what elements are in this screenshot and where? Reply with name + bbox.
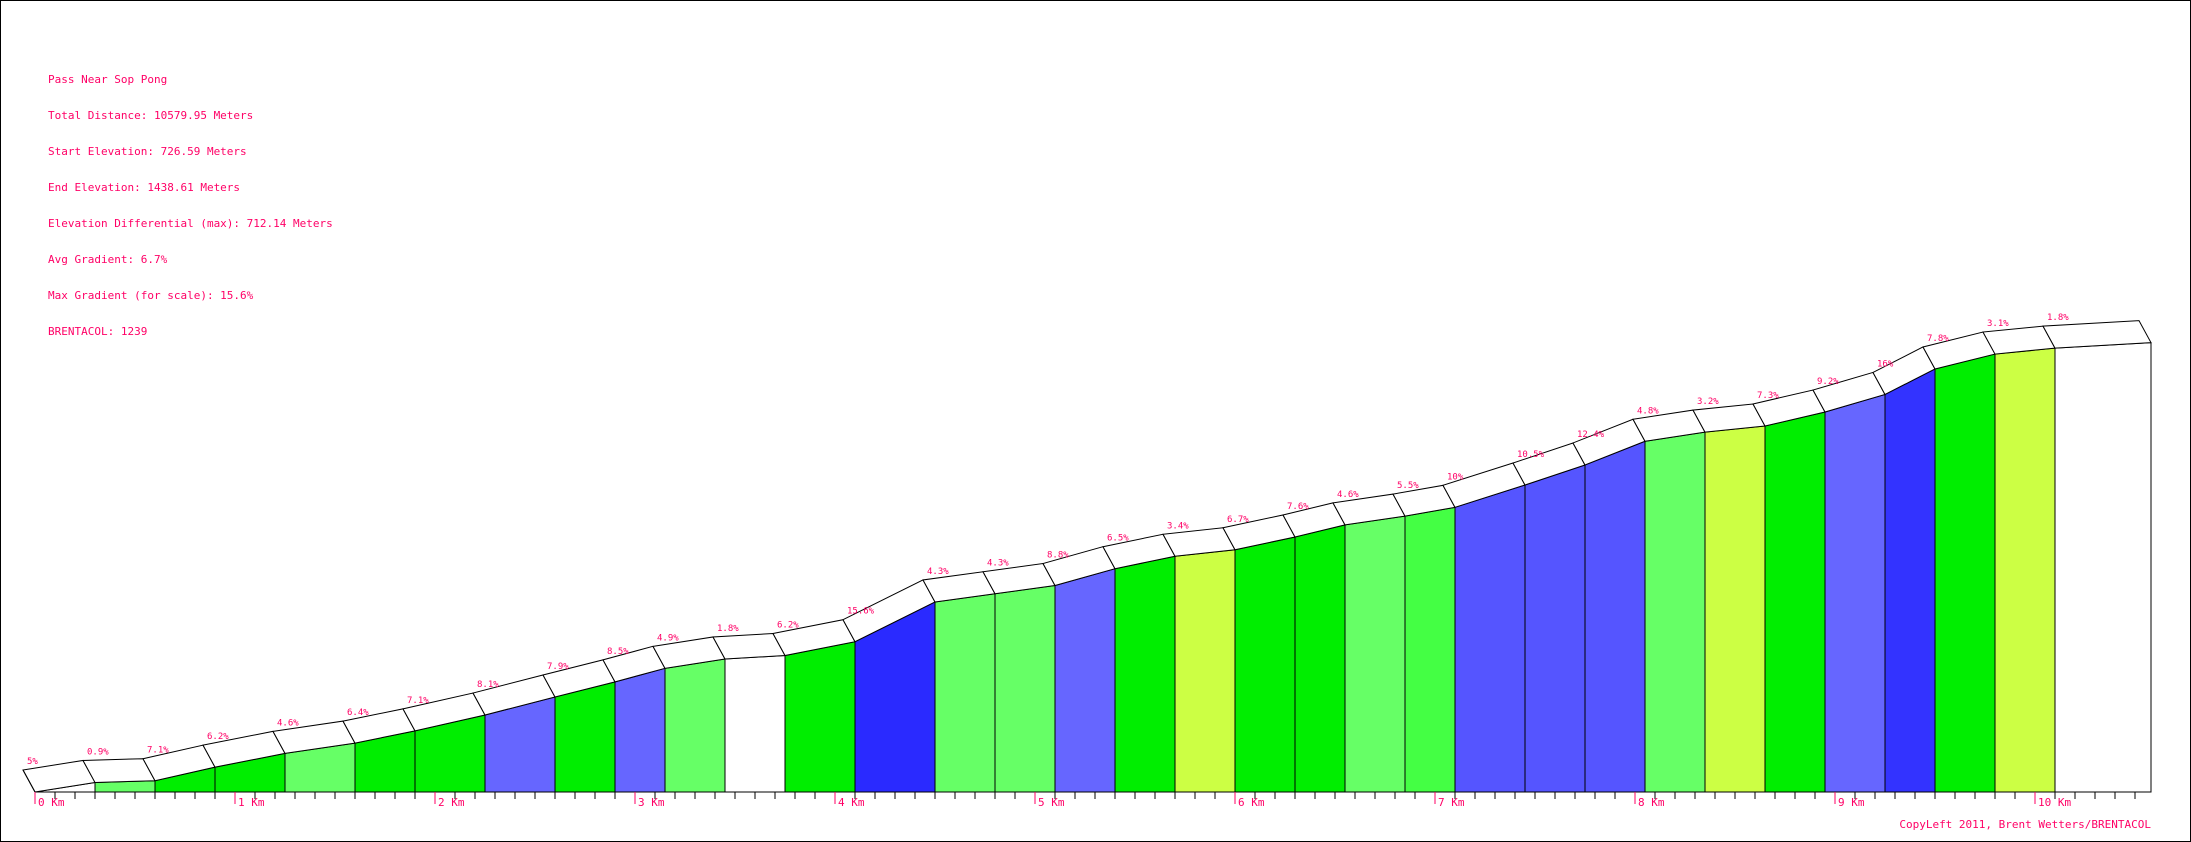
profile-segment: [554, 681, 616, 793]
km-tick-label: 3 Km: [638, 796, 665, 809]
profile-segments: [34, 342, 2152, 793]
gradient-label: 8.1%: [477, 680, 499, 690]
profile-ribbon: [22, 320, 2152, 793]
gradient-label: 3.1%: [1987, 319, 2009, 329]
gradient-label: 4.6%: [277, 718, 299, 728]
profile-ribbon-segment: [2042, 320, 2152, 349]
gradient-label: 10%: [1447, 472, 1464, 482]
total-distance: Total Distance: 10579.95 Meters: [48, 109, 254, 122]
profile-segment: [1824, 393, 1886, 793]
gradient-label: 7.1%: [407, 696, 429, 706]
gradient-label: 6.7%: [1227, 515, 1249, 525]
km-tick-label: 7 Km: [1438, 796, 1465, 809]
gradient-label: 15.6%: [847, 607, 875, 617]
km-tick-label: 6 Km: [1238, 796, 1265, 809]
gradient-label: 7.1%: [147, 746, 169, 756]
route-info-panel: Pass Near Sop Pong Total Distance: 10579…: [48, 50, 333, 362]
gradient-label: 4.3%: [927, 567, 949, 577]
gradient-labels: 5% 0.9% 7.1% 6.2% 4.6% 6.4% 7.1% 8.1% 7.9% 8.5% 4.…: [27, 313, 2069, 767]
km-tick-label: 4 Km: [838, 796, 865, 809]
gradient-label: 5.5%: [1397, 481, 1419, 491]
brentacol-score: BRENTACOL: 1239: [48, 325, 148, 338]
profile-ribbon-segment: [82, 758, 156, 783]
profile-segment: [1174, 549, 1236, 793]
profile-segment: [1584, 440, 1646, 793]
gradient-label: 0.9%: [87, 747, 109, 757]
gradient-label: 16%: [1877, 359, 1894, 369]
profile-segment: [1884, 368, 1936, 793]
profile-ribbon-segment: [712, 633, 786, 660]
profile-segment: [2054, 342, 2152, 793]
gradient-label: 4.3%: [987, 559, 1009, 569]
gradient-label: 4.6%: [1337, 490, 1359, 500]
elevation-differential: Elevation Differential (max): 712.14 Met…: [48, 217, 333, 230]
km-tick-label: 0 Km: [38, 796, 65, 809]
gradient-label: 7.6%: [1287, 502, 1309, 512]
km-tick-label: 2 Km: [438, 796, 465, 809]
gradient-label: 3.4%: [1167, 521, 1189, 531]
gradient-label: 6.2%: [777, 621, 799, 631]
profile-start-edge: [22, 769, 36, 793]
gradient-label: 4.9%: [657, 633, 679, 643]
profile-segment: [1344, 515, 1406, 793]
avg-gradient: Avg Gradient: 6.7%: [48, 253, 168, 266]
profile-segment: [1704, 425, 1766, 793]
max-gradient: Max Gradient (for scale): 15.6%: [48, 289, 254, 302]
km-tick-label: 9 Km: [1838, 796, 1865, 809]
gradient-label: 12.4%: [1577, 430, 1605, 440]
gradient-label: 4.8%: [1637, 406, 1659, 416]
gradient-label: 8.5%: [607, 647, 629, 657]
gradient-label: 7.8%: [1927, 334, 1949, 344]
profile-segment: [1644, 431, 1706, 793]
gradient-label: 3.2%: [1697, 397, 1719, 407]
profile-segment: [724, 654, 786, 793]
profile-segment: [1294, 524, 1346, 793]
profile-segment: [1764, 411, 1826, 793]
gradient-label: 5%: [27, 757, 38, 767]
km-tick-label: 8 Km: [1638, 796, 1665, 809]
gradient-label: 1.8%: [2047, 313, 2069, 323]
profile-segment: [664, 658, 726, 793]
profile-segment: [784, 641, 856, 793]
km-tick-label: 5 Km: [1038, 796, 1065, 809]
profile-segment: [1994, 347, 2056, 793]
gradient-label: 8.8%: [1047, 551, 1069, 561]
start-elevation: Start Elevation: 726.59 Meters: [48, 145, 247, 158]
gradient-label: 7.3%: [1757, 391, 1779, 401]
gradient-label: 9.2%: [1817, 377, 1839, 387]
profile-segment: [1454, 484, 1526, 793]
profile-segment: [1234, 536, 1296, 793]
gradient-label: 6.2%: [207, 732, 229, 742]
gradient-label: 6.5%: [1107, 534, 1129, 544]
profile-segment: [1934, 353, 1996, 793]
route-title: Pass Near Sop Pong: [48, 73, 168, 86]
km-tick-label: 10 Km: [2038, 796, 2071, 809]
distance-axis: 0 Km 1 Km 2 Km 3 Km 4 Km 5 Km 6 Km 7 Km 8 Km 9 Km…: [34, 791, 2151, 809]
profile-segment: [1054, 568, 1116, 793]
profile-segment: [1524, 464, 1586, 793]
profile-segment: [1404, 506, 1456, 793]
gradient-label: 7.9%: [547, 662, 569, 672]
profile-segment: [934, 593, 996, 793]
km-tick-label: 1 Km: [238, 796, 265, 809]
profile-segment: [614, 667, 666, 793]
copyleft-notice: CopyLeft 2011, Brent Wetters/BRENTACOL: [1899, 818, 2151, 831]
end-elevation: End Elevation: 1438.61 Meters: [48, 181, 241, 194]
gradient-label: 10.5%: [1517, 450, 1545, 460]
gradient-label: 6.4%: [347, 708, 369, 718]
profile-segment: [994, 584, 1056, 793]
gradient-label: 1.8%: [717, 624, 739, 634]
profile-segment: [1114, 555, 1176, 793]
